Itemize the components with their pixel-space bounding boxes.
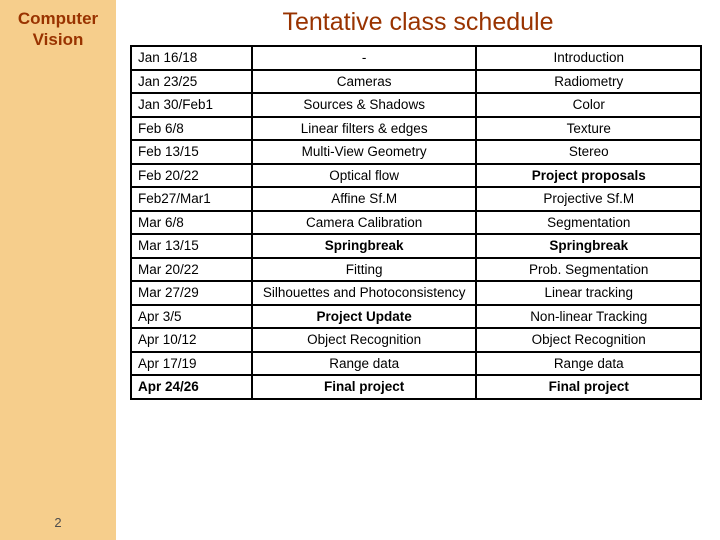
date-cell: Apr 3/5 [131,305,252,329]
topic-cell-2: Radiometry [476,70,701,94]
topic-cell-2: Color [476,93,701,117]
table-row: Apr 17/19Range dataRange data [131,352,701,376]
table-row: Jan 30/Feb1Sources & ShadowsColor [131,93,701,117]
topic-cell-2: Non-linear Tracking [476,305,701,329]
topic-cell-2: Introduction [476,46,701,70]
date-cell: Jan 30/Feb1 [131,93,252,117]
date-cell: Apr 10/12 [131,328,252,352]
sidebar-title-line1: Computer [18,9,98,28]
topic-cell-1: Project Update [252,305,477,329]
topic-cell-1: Affine Sf.M [252,187,477,211]
date-cell: Feb 6/8 [131,117,252,141]
topic-cell-2: Stereo [476,140,701,164]
page-number: 2 [0,515,116,530]
topic-cell-2: Range data [476,352,701,376]
topic-cell-1: Range data [252,352,477,376]
topic-cell-1: Final project [252,375,477,399]
table-row: Feb 20/22Optical flowProject proposals [131,164,701,188]
date-cell: Jan 16/18 [131,46,252,70]
topic-cell-2: Object Recognition [476,328,701,352]
date-cell: Feb 20/22 [131,164,252,188]
topic-cell-2: Project proposals [476,164,701,188]
topic-cell-1: Springbreak [252,234,477,258]
date-cell: Mar 6/8 [131,211,252,235]
topic-cell-1: Object Recognition [252,328,477,352]
date-cell: Feb27/Mar1 [131,187,252,211]
topic-cell-1: Cameras [252,70,477,94]
date-cell: Mar 20/22 [131,258,252,282]
date-cell: Apr 17/19 [131,352,252,376]
topic-cell-2: Springbreak [476,234,701,258]
table-row: Mar 20/22FittingProb. Segmentation [131,258,701,282]
topic-cell-1: Multi-View Geometry [252,140,477,164]
topic-cell-2: Linear tracking [476,281,701,305]
topic-cell-2: Texture [476,117,701,141]
table-row: Mar 27/29Silhouettes and Photoconsistenc… [131,281,701,305]
schedule-table: Jan 16/18-IntroductionJan 23/25CamerasRa… [130,45,702,400]
topic-cell-2: Projective Sf.M [476,187,701,211]
topic-cell-2: Segmentation [476,211,701,235]
date-cell: Mar 27/29 [131,281,252,305]
sidebar: Computer Vision 2 [0,0,116,540]
table-row: Apr 3/5Project UpdateNon-linear Tracking [131,305,701,329]
topic-cell-1: Silhouettes and Photoconsistency [252,281,477,305]
table-row: Feb 13/15Multi-View GeometryStereo [131,140,701,164]
date-cell: Jan 23/25 [131,70,252,94]
sidebar-title-line2: Vision [33,30,84,49]
table-row: Mar 13/15SpringbreakSpringbreak [131,234,701,258]
topic-cell-1: - [252,46,477,70]
main-content: Tentative class schedule Jan 16/18-Intro… [116,0,720,540]
table-row: Jan 16/18-Introduction [131,46,701,70]
date-cell: Apr 24/26 [131,375,252,399]
topic-cell-1: Linear filters & edges [252,117,477,141]
date-cell: Feb 13/15 [131,140,252,164]
table-row: Feb 6/8Linear filters & edgesTexture [131,117,701,141]
topic-cell-1: Camera Calibration [252,211,477,235]
table-row: Jan 23/25CamerasRadiometry [131,70,701,94]
topic-cell-1: Fitting [252,258,477,282]
topic-cell-1: Sources & Shadows [252,93,477,117]
table-row: Apr 24/26Final projectFinal project [131,375,701,399]
table-row: Mar 6/8Camera CalibrationSegmentation [131,211,701,235]
topic-cell-1: Optical flow [252,164,477,188]
topic-cell-2: Final project [476,375,701,399]
topic-cell-2: Prob. Segmentation [476,258,701,282]
page-title: Tentative class schedule [116,0,720,45]
table-row: Apr 10/12Object RecognitionObject Recogn… [131,328,701,352]
date-cell: Mar 13/15 [131,234,252,258]
table-row: Feb27/Mar1Affine Sf.MProjective Sf.M [131,187,701,211]
sidebar-title: Computer Vision [0,8,116,51]
